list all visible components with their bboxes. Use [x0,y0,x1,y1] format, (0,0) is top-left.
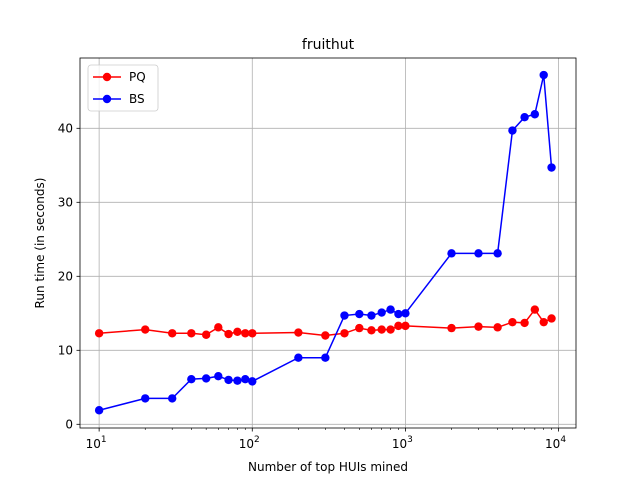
data-point-pq [214,323,223,332]
data-point-bs [224,375,233,385]
y-tick-label: 40 [58,121,73,135]
data-point-pq [377,325,386,334]
y-tick-label: 30 [58,195,73,209]
data-point-pq [321,331,330,340]
data-point-pq [386,325,395,334]
y-tick-label: 10 [58,343,73,357]
data-point-bs [141,394,150,403]
legend-box [87,64,159,112]
data-point-bs [321,353,330,362]
plot-frame [79,57,577,429]
data-point-pq [187,329,196,338]
data-point-pq [241,329,250,338]
data-point-bs [214,372,223,381]
series-pq [94,305,556,340]
data-point-pq [474,322,483,331]
data-point-pq [141,325,150,334]
data-point-bs [547,163,556,172]
legend-item-bs: BS [93,92,145,106]
data-point-pq [233,327,242,336]
data-point-pq [508,317,517,327]
series-bs [94,70,556,415]
data-point-bs [248,377,257,386]
data-point-pq [248,329,257,338]
series-layer [94,70,556,415]
legend-label: PQ [129,70,146,84]
data-point-bs [241,374,250,384]
data-point-bs [355,309,364,319]
data-point-bs [394,309,403,319]
data-point-bs [493,249,502,258]
data-point-bs [377,308,386,317]
y-tick-label: 0 [65,417,73,431]
data-point-bs [187,374,196,384]
data-point-bs [367,311,376,320]
data-point-pq [530,305,540,314]
data-point-pq [224,329,233,339]
data-point-pq [355,323,364,333]
data-point-pq [493,323,502,332]
data-point-bs [386,305,395,314]
legend-label: BS [129,92,145,106]
data-point-pq [447,323,456,333]
data-point-bs [474,249,483,258]
x-tick-label: 104 [545,435,566,451]
data-point-bs [233,376,242,385]
data-point-pq [340,329,349,338]
data-point-bs [401,309,410,318]
x-tick-label: 103 [392,435,413,451]
data-point-bs [508,126,517,135]
data-point-bs [539,70,548,80]
x-tick-label: 102 [239,435,260,451]
data-point-pq [520,318,529,328]
legend-marker [102,72,112,82]
y-axis-label: Run time (in seconds) [33,178,47,309]
x-axis-label: Number of top HUIs mined [248,460,408,474]
data-point-bs [447,249,456,258]
legend: PQ BS [87,64,159,112]
data-point-pq [401,321,410,331]
data-point-pq [294,328,303,337]
data-point-pq [367,326,376,335]
data-point-bs [520,113,529,122]
data-point-pq [167,329,177,338]
legend-item-pq: PQ [93,70,146,84]
data-point-bs [294,353,303,362]
data-point-pq [539,317,548,327]
data-point-pq [394,321,403,331]
data-point-pq [547,314,556,323]
data-point-pq [201,330,211,339]
y-tick-label: 20 [58,269,73,283]
data-point-pq [94,329,104,338]
axes: 101 102 103 104 0 10 20 30 40 [58,121,567,451]
data-point-bs [340,311,349,320]
data-point-bs [167,394,177,403]
legend-marker [102,94,112,104]
data-point-bs [530,110,540,119]
data-point-bs [201,374,211,383]
x-tick-label: 101 [86,435,107,451]
chart-title: fruithut [302,37,355,53]
data-point-bs [94,406,104,415]
